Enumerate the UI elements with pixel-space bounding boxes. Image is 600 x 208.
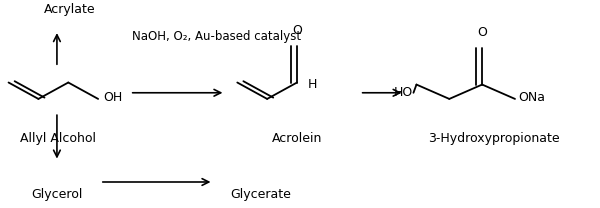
- Text: Glycerol: Glycerol: [31, 188, 83, 201]
- Text: OH: OH: [103, 91, 122, 104]
- Text: O: O: [292, 24, 302, 37]
- Text: Acrylate: Acrylate: [44, 3, 96, 16]
- Text: Glycerate: Glycerate: [231, 188, 292, 201]
- Text: 3-Hydroxypropionate: 3-Hydroxypropionate: [428, 132, 560, 145]
- Text: Acrolein: Acrolein: [272, 132, 322, 145]
- Text: H: H: [308, 78, 317, 91]
- Text: O: O: [477, 26, 487, 40]
- Text: ONa: ONa: [518, 91, 545, 104]
- Text: Allyl Alcohol: Allyl Alcohol: [20, 132, 96, 145]
- Text: NaOH, O₂, Au-based catalyst: NaOH, O₂, Au-based catalyst: [132, 30, 301, 43]
- Text: HO: HO: [394, 86, 413, 99]
